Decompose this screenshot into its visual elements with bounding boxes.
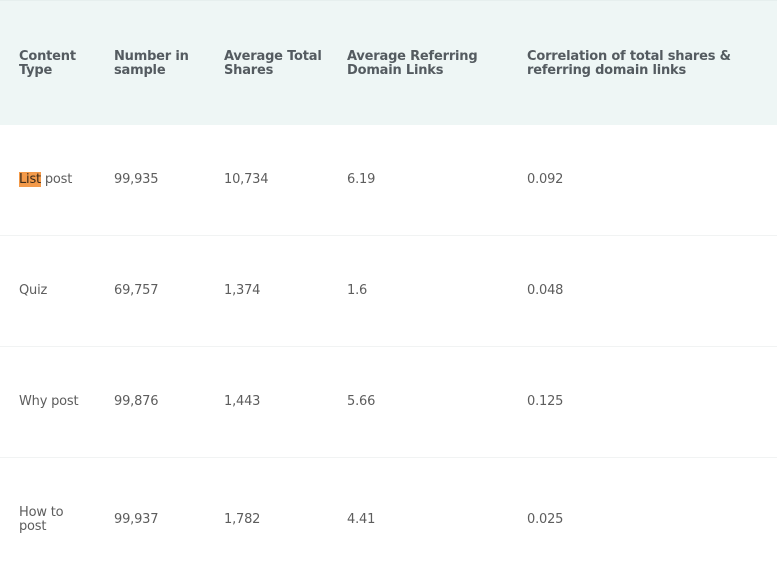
cell-correlation: 0.092	[527, 172, 564, 187]
cell-correlation: 0.125	[527, 394, 564, 409]
cell-average-referring-domain-links: 5.66	[347, 394, 376, 409]
table-row: How to post 99,937 1,782 4.41 0.025	[0, 458, 777, 580]
cell-number-in-sample: 99,935	[114, 172, 159, 187]
cell-number-in-sample: 99,876	[114, 394, 159, 409]
header-average-referring-domain-links: Average Referring Domain Links	[347, 49, 478, 78]
cell-average-total-shares: 1,782	[224, 512, 261, 527]
cell-number-in-sample: 69,757	[114, 283, 159, 298]
cell-content-type-line1: How to	[19, 505, 64, 520]
cell-average-total-shares: 1,374	[224, 283, 261, 298]
cell-correlation: 0.048	[527, 283, 564, 298]
text-highlight: List	[19, 172, 41, 187]
cell-average-referring-domain-links: 4.41	[347, 512, 376, 527]
cell-average-total-shares: 1,443	[224, 394, 261, 409]
cell-content-type: Quiz	[19, 283, 48, 298]
cell-correlation: 0.025	[527, 512, 564, 527]
header-content-type: Content Type	[19, 49, 76, 78]
header-average-total-shares: Average Total Shares	[224, 49, 322, 78]
table-row: Why post 99,876 1,443 5.66 0.125	[0, 347, 777, 458]
cell-average-total-shares: 10,734	[224, 172, 269, 187]
cell-average-referring-domain-links: 6.19	[347, 172, 376, 187]
header-number-in-sample: Number in sample	[114, 49, 189, 78]
cell-content-type: List post	[19, 172, 99, 187]
cell-content-type-rest: post	[40, 172, 73, 187]
table-row: List post 99,935 10,734 6.19 0.092	[0, 125, 777, 236]
cell-content-type-line2: post	[19, 519, 47, 534]
cell-content-type: How to post	[19, 506, 99, 534]
cell-number-in-sample: 99,937	[114, 512, 159, 527]
table-row: Quiz 69,757 1,374 1.6 0.048	[0, 236, 777, 347]
cell-average-referring-domain-links: 1.6	[347, 283, 368, 298]
cell-content-type: Why post	[19, 394, 79, 409]
table-header: Content Type Number in sample Average To…	[0, 0, 777, 125]
header-correlation: Correlation of total shares & referring …	[527, 49, 731, 78]
